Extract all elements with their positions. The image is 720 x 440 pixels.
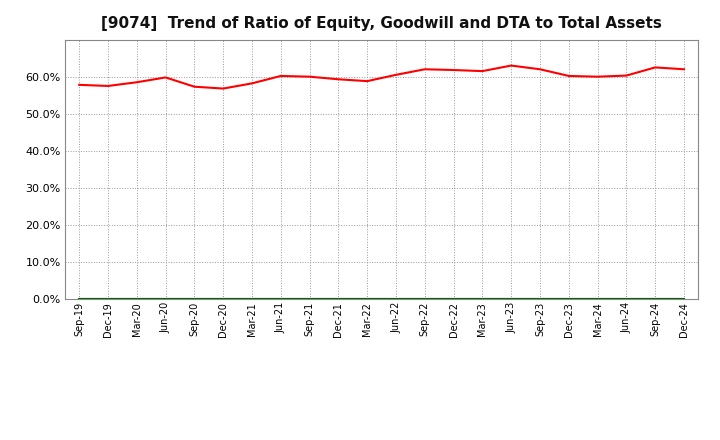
Equity bbox=[651, 65, 660, 70]
Deferred Tax Assets bbox=[478, 297, 487, 302]
Equity bbox=[75, 82, 84, 88]
Equity bbox=[334, 77, 343, 82]
Deferred Tax Assets bbox=[248, 297, 256, 302]
Equity bbox=[132, 80, 141, 85]
Goodwill bbox=[276, 297, 285, 302]
Deferred Tax Assets bbox=[420, 297, 429, 302]
Equity bbox=[190, 84, 199, 89]
Equity bbox=[363, 78, 372, 84]
Deferred Tax Assets bbox=[392, 297, 400, 302]
Deferred Tax Assets bbox=[449, 297, 458, 302]
Equity bbox=[507, 63, 516, 68]
Goodwill bbox=[305, 297, 314, 302]
Equity bbox=[420, 66, 429, 72]
Deferred Tax Assets bbox=[190, 297, 199, 302]
Goodwill bbox=[75, 297, 84, 302]
Equity bbox=[104, 83, 112, 88]
Equity bbox=[449, 67, 458, 73]
Goodwill bbox=[564, 297, 573, 302]
Deferred Tax Assets bbox=[593, 297, 602, 302]
Deferred Tax Assets bbox=[363, 297, 372, 302]
Goodwill bbox=[536, 297, 544, 302]
Deferred Tax Assets bbox=[564, 297, 573, 302]
Goodwill bbox=[680, 297, 688, 302]
Goodwill bbox=[507, 297, 516, 302]
Goodwill bbox=[190, 297, 199, 302]
Goodwill bbox=[478, 297, 487, 302]
Deferred Tax Assets bbox=[305, 297, 314, 302]
Equity bbox=[276, 73, 285, 79]
Deferred Tax Assets bbox=[507, 297, 516, 302]
Equity bbox=[622, 73, 631, 78]
Goodwill bbox=[219, 297, 228, 302]
Goodwill bbox=[622, 297, 631, 302]
Deferred Tax Assets bbox=[680, 297, 688, 302]
Deferred Tax Assets bbox=[104, 297, 112, 302]
Goodwill bbox=[104, 297, 112, 302]
Equity bbox=[392, 72, 400, 77]
Goodwill bbox=[334, 297, 343, 302]
Equity bbox=[680, 66, 688, 72]
Goodwill bbox=[593, 297, 602, 302]
Goodwill bbox=[161, 297, 170, 302]
Deferred Tax Assets bbox=[75, 297, 84, 302]
Deferred Tax Assets bbox=[276, 297, 285, 302]
Title: [9074]  Trend of Ratio of Equity, Goodwill and DTA to Total Assets: [9074] Trend of Ratio of Equity, Goodwil… bbox=[102, 16, 662, 32]
Equity bbox=[219, 86, 228, 91]
Deferred Tax Assets bbox=[161, 297, 170, 302]
Deferred Tax Assets bbox=[536, 297, 544, 302]
Goodwill bbox=[132, 297, 141, 302]
Equity bbox=[536, 66, 544, 72]
Goodwill bbox=[420, 297, 429, 302]
Equity bbox=[593, 74, 602, 79]
Deferred Tax Assets bbox=[651, 297, 660, 302]
Goodwill bbox=[449, 297, 458, 302]
Deferred Tax Assets bbox=[219, 297, 228, 302]
Equity bbox=[305, 74, 314, 79]
Goodwill bbox=[363, 297, 372, 302]
Equity bbox=[161, 75, 170, 80]
Goodwill bbox=[248, 297, 256, 302]
Goodwill bbox=[392, 297, 400, 302]
Deferred Tax Assets bbox=[132, 297, 141, 302]
Deferred Tax Assets bbox=[622, 297, 631, 302]
Equity bbox=[478, 69, 487, 74]
Deferred Tax Assets bbox=[334, 297, 343, 302]
Line: Equity: Equity bbox=[79, 66, 684, 88]
Equity bbox=[248, 81, 256, 86]
Equity bbox=[564, 73, 573, 79]
Goodwill bbox=[651, 297, 660, 302]
